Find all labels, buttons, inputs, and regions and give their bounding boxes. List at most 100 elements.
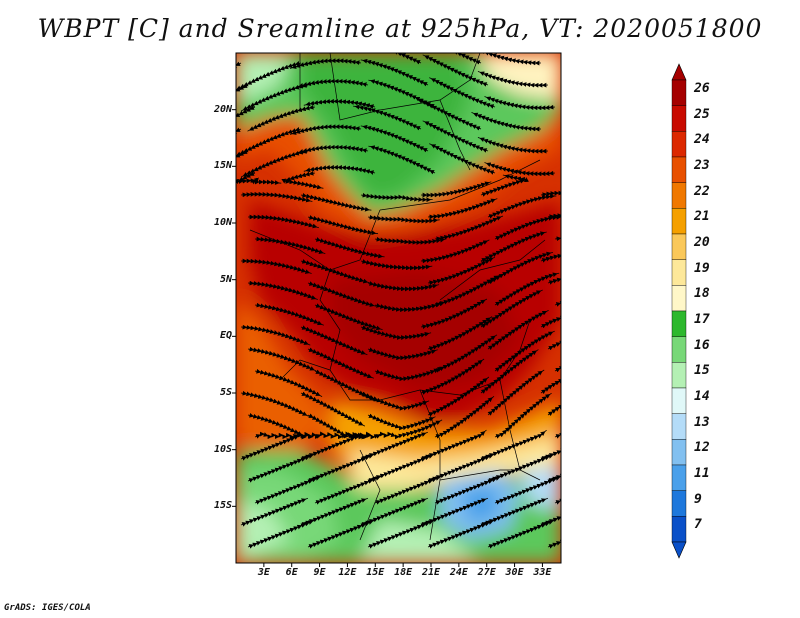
streamline — [300, 192, 372, 212]
streamline — [307, 281, 377, 307]
colorbar-label: 26 — [694, 81, 710, 96]
colorbar-label: 7 — [694, 517, 702, 533]
colorbar-label: 17 — [694, 312, 710, 327]
streamline — [477, 71, 549, 88]
streamline — [289, 58, 362, 69]
streamline — [296, 78, 369, 88]
colorbar-label: 24 — [694, 132, 710, 148]
colorbar-segment — [671, 131, 687, 158]
streamline — [240, 390, 309, 417]
streamline — [281, 170, 324, 190]
streamline — [307, 519, 376, 549]
lon-label: 30E — [505, 567, 524, 578]
streamline — [420, 181, 492, 198]
streamline — [289, 124, 362, 135]
streamline — [247, 280, 318, 300]
streamline — [429, 143, 496, 175]
streamline — [472, 53, 541, 66]
country-borders — [249, 53, 546, 541]
streamline — [367, 281, 440, 292]
streamline — [367, 519, 436, 549]
streamline — [241, 258, 312, 274]
streamline — [427, 198, 498, 220]
streamline — [547, 390, 561, 417]
streamline — [354, 53, 422, 65]
streamline — [254, 236, 326, 254]
lon-label: 27E — [477, 567, 496, 578]
lat-label: 15N — [213, 160, 232, 172]
colorbar-segment — [671, 516, 687, 543]
colorbar-segment — [671, 362, 687, 389]
lon-label: 24E — [449, 567, 468, 578]
colorbar-segment — [671, 336, 687, 363]
streamline — [300, 259, 370, 284]
streamline — [360, 391, 430, 411]
lon-label: 3E — [257, 567, 270, 578]
streamline — [487, 194, 557, 219]
streamline — [353, 104, 422, 131]
streamline — [254, 368, 323, 397]
colorbar-segment — [671, 439, 687, 466]
streamline — [427, 519, 496, 549]
lon-label: 15E — [366, 567, 385, 578]
streamline — [540, 252, 561, 265]
colorbar-label: 22 — [694, 183, 710, 199]
colorbar-segment — [671, 233, 687, 260]
colorbar-label: 13 — [694, 414, 710, 430]
streamline — [236, 83, 249, 116]
streamline — [240, 324, 311, 346]
lat-label: 5N — [219, 273, 232, 285]
colorbar-label: 18 — [694, 286, 710, 302]
streamline — [547, 274, 561, 289]
colorbar-segment — [671, 413, 687, 440]
colorbar-label: 23 — [694, 158, 710, 173]
colorbar-label: 21 — [694, 209, 710, 225]
streamline — [254, 302, 324, 326]
colorbar-label: 25 — [694, 106, 710, 122]
streamline — [303, 164, 376, 175]
streamline — [540, 368, 561, 395]
colorbar-extend-top — [671, 63, 687, 81]
colorbar-segment — [671, 490, 687, 517]
lat-label: 15S — [213, 500, 232, 512]
colorbar-segment — [671, 464, 687, 491]
streamline — [368, 145, 436, 175]
streamline — [484, 96, 556, 111]
streamline — [360, 259, 433, 271]
colorbar-segment — [671, 208, 687, 235]
streamline — [247, 346, 317, 372]
lon-label: 33E — [533, 567, 552, 578]
colorbar-segment — [671, 79, 687, 106]
colorbar-segment — [671, 285, 687, 312]
streamline — [314, 237, 385, 259]
colorbar-segment — [671, 182, 687, 209]
streamline — [360, 325, 432, 340]
grads-credit: GrADS: IGES/COLA — [4, 603, 91, 613]
wbpt-shading — [236, 53, 561, 563]
colorbar-segment — [671, 105, 687, 132]
lon-label: 21E — [421, 567, 441, 578]
streamline — [540, 190, 561, 211]
colorbar-label: 20 — [694, 235, 710, 250]
streamline — [547, 334, 561, 351]
streamline — [240, 191, 313, 203]
colorbar-segment — [671, 259, 687, 286]
streamlines — [236, 53, 561, 549]
streamline — [247, 519, 316, 549]
streamline — [480, 174, 529, 197]
lon-label: 18E — [394, 567, 413, 578]
colorbar-label: 14 — [694, 389, 710, 404]
lat-label: EQ — [219, 330, 232, 342]
streamline — [248, 214, 320, 229]
streamline — [471, 112, 541, 132]
streamline — [547, 520, 561, 549]
streamline — [360, 192, 433, 203]
streamline — [367, 214, 440, 224]
colorbar-label: 16 — [694, 337, 710, 353]
streamline — [303, 98, 376, 109]
colorbar-segment — [671, 387, 687, 414]
streamline — [247, 104, 316, 132]
colorbar-segment — [671, 310, 687, 337]
